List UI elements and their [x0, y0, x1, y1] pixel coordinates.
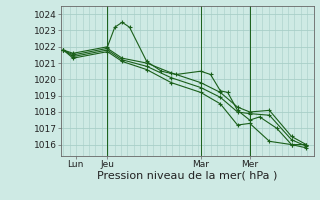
X-axis label: Pression niveau de la mer( hPa ): Pression niveau de la mer( hPa )	[97, 171, 277, 181]
